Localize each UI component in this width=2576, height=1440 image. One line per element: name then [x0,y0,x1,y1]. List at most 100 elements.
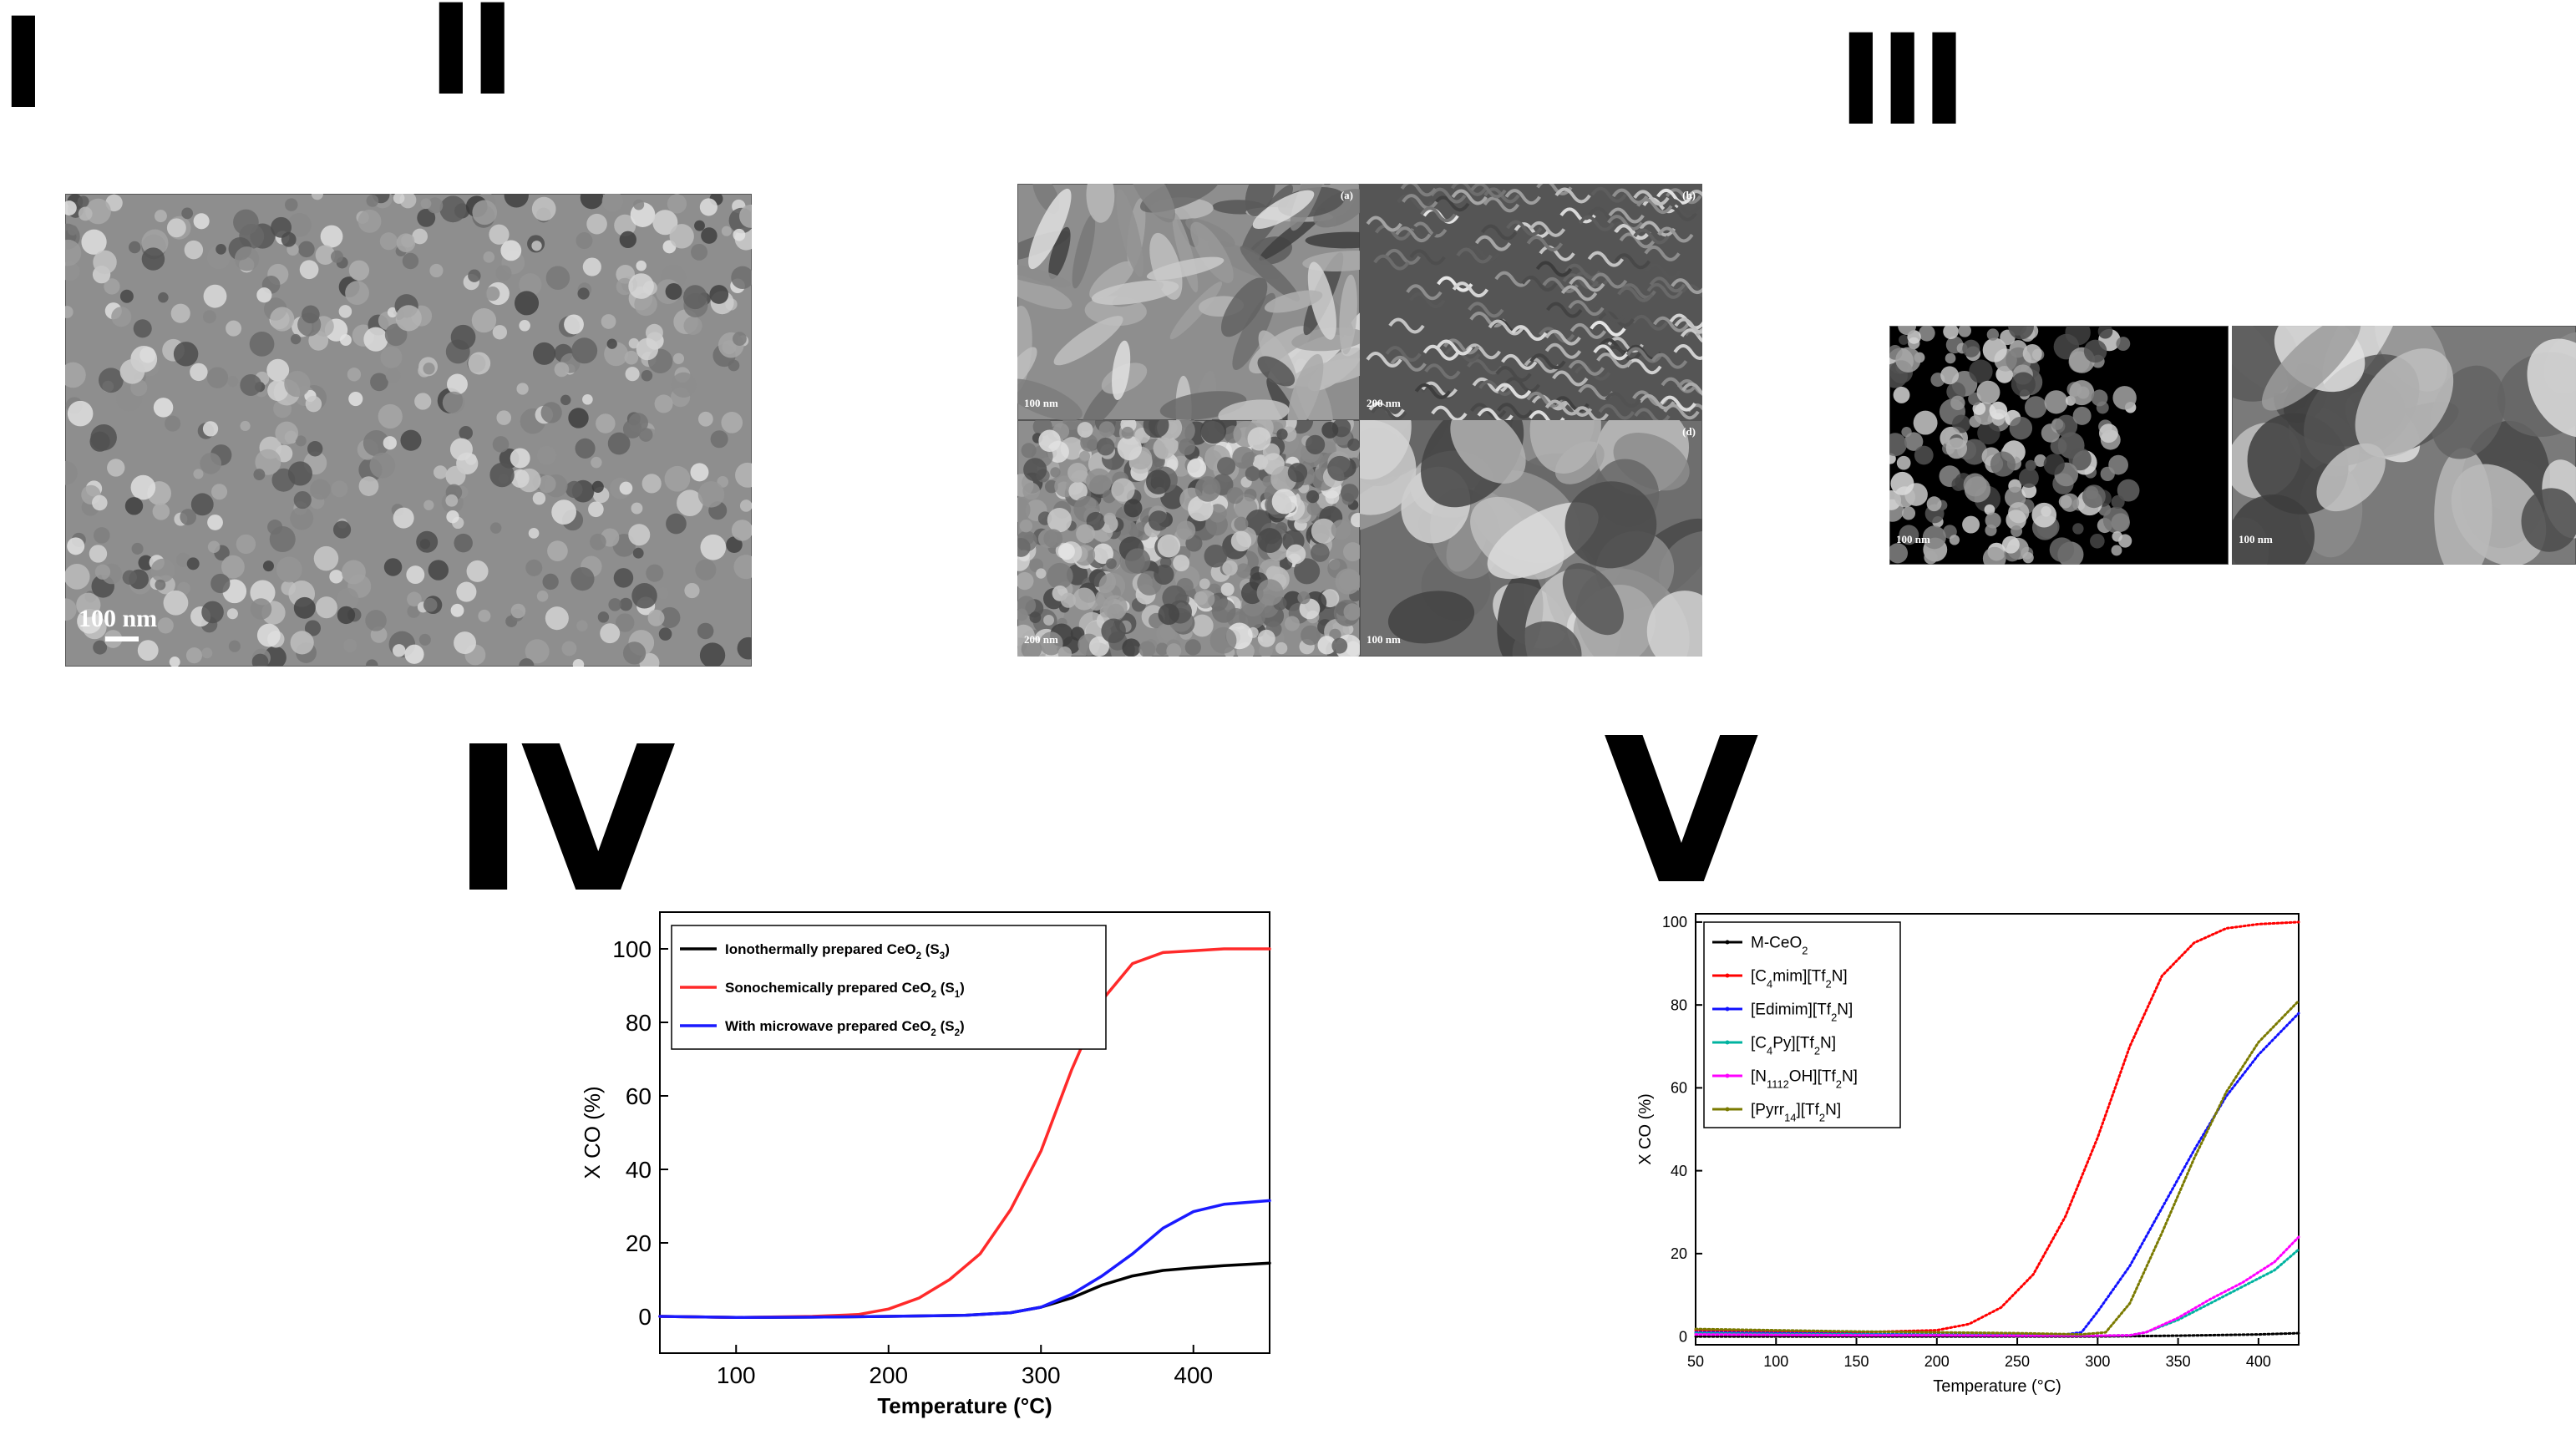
sem-texture-grain [446,510,459,524]
sem-texture-grain [510,448,530,469]
sem-texture-grain [1038,429,1061,453]
sem-texture-grain [347,368,362,382]
sem-texture-grain [472,200,498,226]
sem-texture-grain [365,610,387,631]
sem-texture-grain [1950,395,1965,411]
sem-texture-grain [1452,281,1489,298]
sem-texture-grain [1472,377,1509,393]
sem-texture-grain [577,287,590,300]
sem-texture-grain [1529,353,1566,370]
sem-texture-grain [1590,186,1627,203]
sem-texture-grain [1422,344,1460,361]
sem-texture-grain [2011,372,2036,397]
sem-texture-grain [1544,329,1581,346]
sem-texture-grain [1371,404,1407,420]
sem-texture-grain [1284,616,1300,631]
sem-texture-grain [1053,316,1123,366]
sem-texture-grain [407,605,420,618]
sem-texture-grain [337,587,359,610]
sem-texture-grain [1949,535,1960,545]
sem-texture-grain [1529,420,1601,474]
sem-texture-grain [1898,326,1917,336]
sem-texture-grain [1226,487,1244,505]
sem-texture-grain [1343,603,1360,621]
x-tick-label: 350 [2166,1353,2191,1370]
sem-texture-grain [379,232,398,251]
sem-texture-grain [1529,221,1566,237]
panel-label-IV: IV [451,703,676,937]
sem-texture-grain [2083,339,2107,363]
sem-texture-grain [525,639,550,664]
sem-texture-grain [1093,543,1113,565]
sem-texture-grain [1067,462,1088,483]
scale-bar-label: 100 nm [2239,533,2273,545]
sem-texture-grain [366,659,378,667]
sem-texture-grain [92,494,108,511]
sem-texture-grain [129,241,141,254]
sem-texture-grain [1276,428,1288,440]
sem-texture-grain [571,337,598,364]
sem-texture-grain [682,285,707,310]
sem-texture-grain [1017,608,1028,621]
sem-texture-grain [1904,432,1924,451]
sem-texture-grain [1436,339,1473,356]
y-tick-label: 60 [626,1083,652,1109]
sem-texture-grain [1590,307,1627,323]
sem-texture-grain [1945,352,1956,364]
sem-texture-grain [2434,448,2492,565]
sem-texture-grain [540,402,562,423]
sem-texture-grain [641,474,662,494]
legend-marker [1725,973,1730,978]
sem-texture-grain [547,540,568,561]
sem-texture-grain [576,620,588,631]
sem-texture-grain [1663,403,1700,420]
sem-texture-grain [193,213,210,230]
sem-texture-left [1889,326,2140,565]
sem-texture-grain [1512,621,1582,657]
sem-texture-grain [1043,614,1054,626]
sem-texture-grain [570,566,595,591]
sem-texture-grain [1564,481,1657,569]
y-tick-label: 40 [626,1157,652,1183]
sem-texture-grain [728,359,740,372]
x-tick-label: 400 [1174,1362,1213,1388]
sem-texture-grain [1671,278,1702,295]
sem-texture-grain [1335,568,1360,595]
sem-texture-grain [726,536,743,553]
sem-texture-grain [1245,184,1275,216]
sem-texture-grain [1474,235,1512,251]
sem-texture-grain [1204,544,1228,568]
sem-texture-grain [287,212,312,237]
sem-texture-grain [234,246,260,271]
sem-texture-grain [2024,396,2047,418]
sem-texture-grain [1169,281,1223,340]
y-tick-label: 100 [612,936,652,962]
sem-texture-grain [65,200,77,215]
sem-texture-grain [216,244,226,255]
sem-texture-grain [1433,195,1470,212]
sem-texture-grain [2082,484,2106,509]
sem-texture-grain [1305,231,1360,249]
sem-texture-grain [1017,571,1034,591]
sem-texture-grain [1989,401,2008,420]
sem-texture-grain [363,430,390,457]
sem-texture-grain [221,555,245,579]
sem-texture-grain [468,352,491,375]
sem-texture-grain [1088,636,1109,657]
sem-texture-grain [2050,438,2067,455]
sem-texture-grain [1659,530,1702,605]
sem-texture-grain [659,606,681,628]
sem-texture-grain [565,480,583,499]
sem-texture-grain [2108,454,2128,475]
sem-texture-grain [193,469,204,479]
sem-texture-grain [1940,366,1960,385]
sem-texture-grain [1331,520,1351,540]
series-line [1694,1248,2300,1337]
sem-texture-grain [1302,251,1360,271]
panel-label-III: III [1838,8,1967,154]
sem-texture-grain [665,283,682,300]
sem-texture-grain [276,556,302,583]
sem-texture-grain [383,558,403,576]
sem-texture-grain [1091,280,1179,306]
sem-texture-grain [1157,534,1181,558]
